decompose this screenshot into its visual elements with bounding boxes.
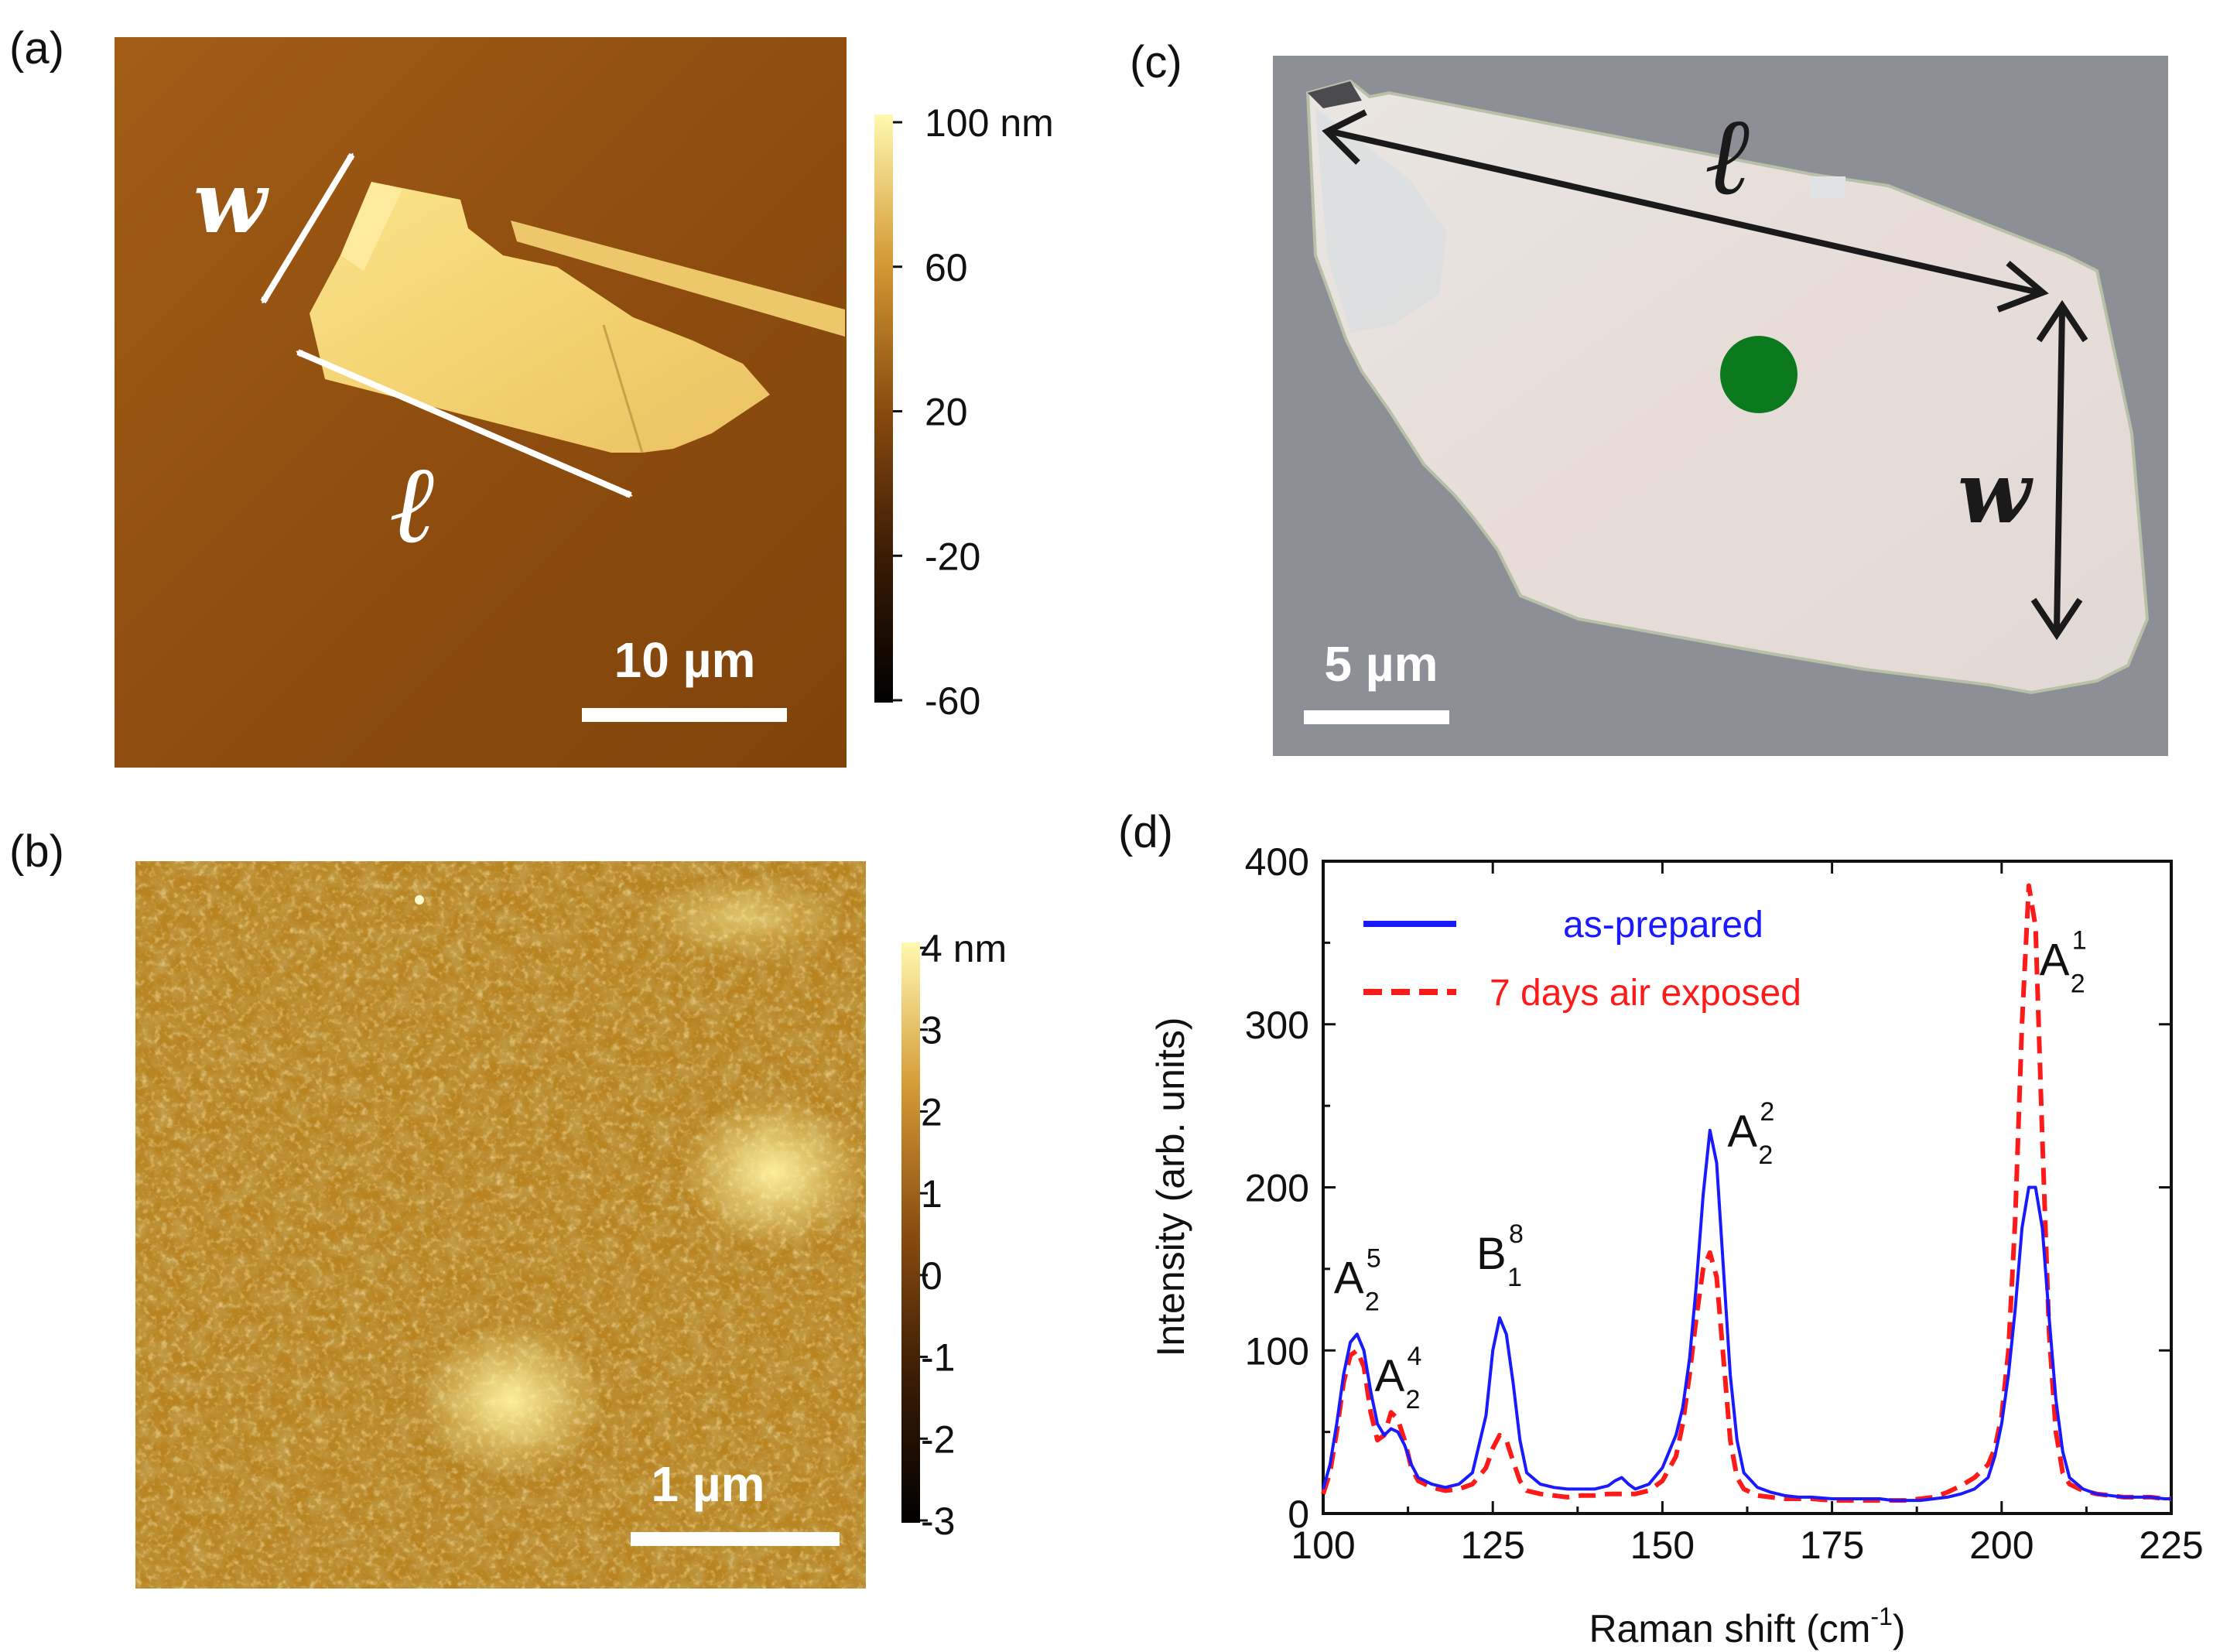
flake-c-debris — [1308, 81, 1362, 108]
panel-a: (a) w ℓ 10 µm 100 nm 60 20 -20 -60 — [9, 23, 1054, 768]
series-group — [1321, 883, 2171, 1503]
raman-laser-spot — [1720, 336, 1798, 413]
colorbar-b-tick-label: 2 — [921, 1090, 942, 1134]
width-symbol-a: w — [193, 152, 269, 252]
peak-label-sup: 4 — [1407, 1342, 1421, 1371]
x-tick-label: 175 — [1800, 1524, 1864, 1567]
bright-domain-3 — [642, 874, 843, 959]
y-tick-label: 0 — [1288, 1493, 1309, 1536]
x-axis-title-sup: -1 — [1870, 1602, 1892, 1630]
flake-c-thin-region — [1315, 108, 1447, 333]
length-symbol-c: ℓ — [1706, 93, 1753, 220]
colorbar-a-tick-label: 100 nm — [925, 101, 1054, 145]
x-axis-title: Raman shift (cm-1) — [1589, 1602, 1905, 1650]
flake-c-step — [1811, 176, 1845, 198]
bright-domain-2 — [418, 1323, 604, 1478]
flake-edge-highlight — [340, 182, 402, 271]
x-axis-title-main: Raman shift (cm — [1589, 1607, 1870, 1650]
colorbar-a-tick-label: 20 — [925, 391, 968, 434]
colorbar-b-tick-label: 3 — [921, 1009, 942, 1052]
peak-label-sub: 2 — [2071, 970, 2085, 999]
colorbar-b-tick-label: 1 — [921, 1172, 942, 1216]
panel-label-c: (c) — [1130, 37, 1182, 87]
series-air-exposed — [1321, 883, 2171, 1503]
colorbar-b-tick-label: -3 — [921, 1500, 955, 1543]
y-axis-ticks: 0 100 200 300 400 — [1245, 840, 2171, 1536]
colorbar-b-tick-label: -1 — [921, 1336, 955, 1380]
x-axis-ticks: 100 125 150 175 200 225 — [1291, 861, 2204, 1567]
colorbar-b — [901, 942, 920, 1523]
colorbar-b-tick-label: 0 — [921, 1254, 942, 1298]
scale-bar-a — [582, 708, 787, 722]
peak-label: A 1 2 — [2040, 926, 2087, 999]
panel-b: (b) 1 µm 4 nm 3 2 1 0 -1 -2 -3 — [9, 826, 1007, 1589]
x-tick-label: 100 — [1291, 1524, 1355, 1567]
peak-label-sup: 2 — [1760, 1097, 1774, 1127]
peak-label-base: A — [1334, 1253, 1364, 1303]
y-tick-label: 400 — [1245, 840, 1309, 884]
width-arrow-a — [260, 152, 355, 304]
width-symbol-c: w — [1958, 443, 2034, 542]
peak-label-sup: 5 — [1367, 1243, 1381, 1273]
particle-b — [415, 895, 424, 905]
x-tick-label: 150 — [1630, 1524, 1695, 1567]
scale-bar-c — [1304, 710, 1449, 724]
legend: as-prepared 7 days air exposed — [1363, 905, 1801, 1014]
panel-label-a: (a) — [9, 23, 64, 74]
colorbar-b-ticks: 4 nm 3 2 1 0 -1 -2 -3 — [920, 927, 1007, 1543]
peak-label-sup: 8 — [1509, 1219, 1524, 1249]
scale-bar-label-c: 5 µm — [1324, 636, 1438, 692]
y-tick-label: 300 — [1245, 1004, 1309, 1047]
peak-label-sub: 2 — [1405, 1385, 1420, 1414]
peak-label: A 4 2 — [1374, 1342, 1421, 1414]
y-tick-label: 200 — [1245, 1167, 1309, 1210]
panel-label-b: (b) — [9, 826, 64, 877]
width-arrow-c — [2030, 299, 2088, 641]
colorbar-a-ticks: 100 nm 60 20 -20 -60 — [893, 101, 1054, 723]
length-symbol-a: ℓ — [391, 441, 437, 568]
peak-label: A 2 2 — [1727, 1097, 1774, 1170]
scale-bar-label-b: 1 µm — [651, 1456, 765, 1512]
peak-labels: A 52A 42B 81A 22A 12 — [1334, 926, 2087, 1414]
peak-label: B 8 1 — [1476, 1219, 1524, 1292]
length-arrow-a — [296, 349, 633, 498]
peak-label-sup: 1 — [2072, 926, 2087, 956]
peak-label-sub: 2 — [1365, 1287, 1380, 1316]
y-tick-label: 100 — [1245, 1329, 1309, 1373]
peak-label-base: B — [1476, 1229, 1507, 1279]
scale-bar-label-a: 10 µm — [614, 632, 756, 688]
colorbar-a-tick-label: -60 — [925, 679, 980, 723]
peak-label-sub: 1 — [1507, 1263, 1522, 1292]
peak-label-base: A — [2040, 935, 2070, 986]
peak-label-base: A — [1374, 1351, 1404, 1401]
x-tick-label: 125 — [1460, 1524, 1524, 1567]
colorbar-b-tick-label: -2 — [921, 1418, 955, 1461]
peak-label-sub: 2 — [1758, 1141, 1773, 1170]
colorbar-a-tick-label: -20 — [925, 535, 980, 578]
colorbar-b-tick-label: 4 nm — [921, 927, 1007, 970]
legend-label: as-prepared — [1563, 905, 1763, 946]
y-axis-title: Intensity (arb. units) — [1149, 1017, 1192, 1356]
bright-domain-1 — [681, 1095, 867, 1250]
x-tick-label: 200 — [1969, 1524, 2034, 1567]
colorbar-a-tick-label: 60 — [925, 246, 968, 289]
x-axis-title-close: ) — [1893, 1607, 1906, 1650]
legend-label: 7 days air exposed — [1490, 973, 1801, 1014]
peak-label: A 5 2 — [1334, 1243, 1381, 1316]
length-arrow-c — [1322, 109, 2049, 313]
ribbon-a — [511, 221, 845, 337]
peak-label-base: A — [1727, 1106, 1757, 1157]
x-tick-label: 225 — [2139, 1524, 2203, 1567]
panel-label-d: (d) — [1118, 807, 1173, 857]
series-as-prepared — [1322, 1128, 2171, 1503]
panel-c: (c) ℓ w 5 µm — [1130, 37, 2168, 756]
colorbar-a — [874, 115, 893, 703]
scale-bar-b — [631, 1532, 840, 1546]
